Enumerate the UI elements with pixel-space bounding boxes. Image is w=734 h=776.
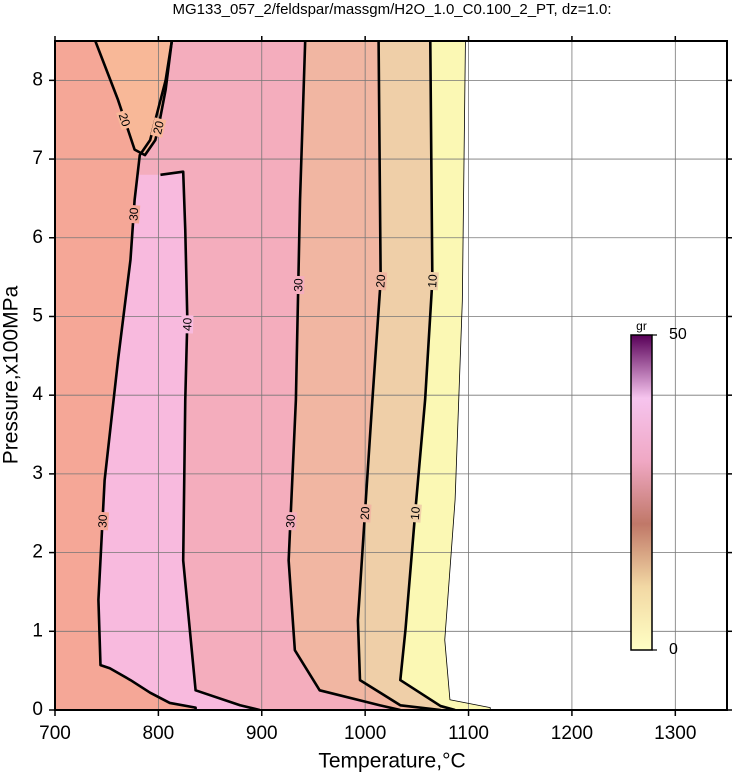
colorbar-label: gr (636, 319, 647, 333)
y-tick-label: 6 (32, 227, 43, 248)
contour-label-group: 20 (116, 109, 134, 131)
contour-label: 10 (425, 274, 440, 288)
y-tick-label: 0 (32, 699, 43, 720)
contour-label: 20 (150, 119, 167, 136)
contour-label-bg (150, 117, 167, 138)
contour-fill (55, 41, 172, 156)
contour-line (287, 41, 401, 710)
y-tick-label: 8 (32, 69, 43, 90)
contour-label-bg (292, 275, 305, 295)
contour-label-group: 30 (291, 275, 306, 295)
colorbar-tick-label: 50 (669, 326, 687, 343)
x-tick-label: 800 (143, 723, 175, 744)
y-tick-label: 4 (32, 384, 43, 405)
contour-line (444, 41, 491, 710)
contour-label-group: 30 (95, 511, 110, 531)
contour-line (160, 170, 261, 710)
y-tick-label: 5 (32, 305, 43, 326)
contour-line (399, 41, 456, 710)
contour-fill (55, 41, 196, 710)
x-axis-label: Temperature,°C (318, 750, 465, 773)
contour-label: 30 (95, 514, 110, 528)
axes: 700 800 900 1000 1100 1200 1300 0 1 2 3 4 5 6 7 8 gr 0 50 (32, 36, 732, 744)
contour-label-bg (284, 511, 297, 531)
contour-label-group: 20 (150, 117, 167, 138)
contour-label: 40 (180, 317, 194, 331)
y-tick-label: 7 (32, 148, 43, 169)
contour-label-group: 30 (126, 204, 141, 224)
contour-label: 20 (116, 111, 134, 128)
y-tick-label: 1 (32, 620, 43, 641)
contour-label-bg (96, 511, 109, 531)
colorbar (630, 334, 653, 651)
colorbar-tick-label: 0 (669, 641, 678, 658)
contour-label-group: 20 (358, 503, 373, 523)
contour-label-bg (408, 503, 422, 523)
contour-label: 20 (358, 506, 373, 521)
contour-label-bg (116, 109, 134, 131)
contour-line (356, 41, 441, 710)
contour-label-group: 10 (408, 503, 423, 523)
y-tick-label: 2 (32, 542, 43, 563)
contour-label: 20 (373, 274, 388, 289)
contour-label-group: 30 (283, 511, 298, 531)
x-tick-label: 700 (39, 723, 71, 744)
plot-frame (54, 40, 728, 711)
contour-line (94, 41, 174, 157)
contour-label-group: 40 (180, 315, 195, 334)
x-tick-label: 1100 (448, 723, 489, 744)
contour-label: 10 (408, 506, 423, 521)
contour-label: 30 (126, 207, 141, 222)
contour-label-bg (374, 271, 388, 291)
contour-line (97, 41, 197, 710)
contour-label: 30 (283, 514, 298, 528)
contour-label-bg (127, 204, 141, 224)
contour-label-bg (358, 503, 372, 523)
x-tick-label: 900 (246, 723, 278, 744)
contour-label-group: 20 (373, 271, 388, 291)
contour-label: 30 (291, 278, 305, 292)
contour-fills (55, 41, 727, 710)
contour-label-bg (180, 315, 194, 334)
x-tick-label: 1200 (551, 723, 593, 744)
x-tick-label: 1000 (344, 723, 386, 744)
contour-lines: 10 10 20 20 30 30 40 30 30 20 20 (55, 41, 727, 710)
chart-title: MG133_057_2/feldspar/massgm/H2O_1.0_C0.1… (172, 1, 611, 18)
contour-label-bg (425, 271, 439, 291)
x-tick-label: 1300 (654, 723, 696, 744)
y-tick-label: 3 (32, 463, 43, 484)
contour-label-group: 10 (425, 271, 440, 291)
y-axis-label: Pressure,x100MPa (0, 285, 23, 464)
